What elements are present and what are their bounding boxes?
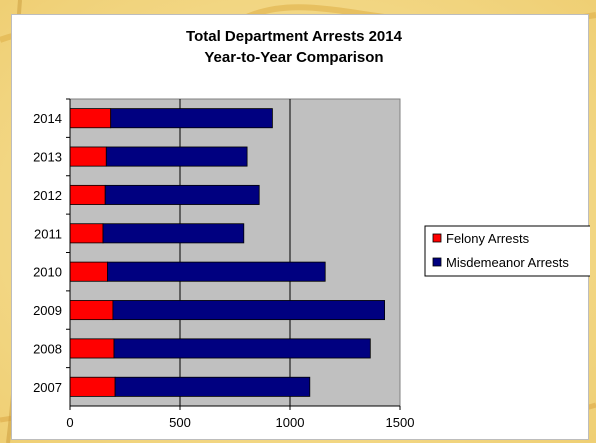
plot-area: [69, 98, 401, 407]
bar-misdemeanor-2009: [112, 300, 386, 321]
y-tick-label-2012: 2012: [33, 188, 62, 203]
bar-misdemeanor-2010: [107, 261, 326, 282]
bar-felony-2009: [69, 300, 114, 321]
bar-misdemeanor-2007: [114, 376, 311, 397]
legend: Felony Arrests Misdemeanor Arrests: [424, 225, 590, 277]
y-tick-label-2010: 2010: [33, 265, 62, 280]
bar-felony-2008: [69, 338, 115, 359]
y-tick-label-2013: 2013: [33, 150, 62, 165]
axes: 0 500 1000 1500 2014 2013 2012 2011 2010 2009 2008…: [33, 98, 415, 430]
y-tick-label-2008: 2008: [33, 341, 62, 356]
x-tick-label: 500: [169, 415, 191, 430]
bars: [69, 108, 386, 397]
bar-felony-2014: [69, 108, 112, 129]
x-tick-label: 0: [66, 415, 73, 430]
chart-frame: Total Department Arrests 2014 Year-to-Ye…: [11, 14, 590, 440]
legend-label-misdemeanor: Misdemeanor Arrests: [446, 255, 569, 270]
bar-misdemeanor-2013: [105, 146, 248, 167]
bar-felony-2010: [69, 261, 108, 282]
y-tick-label-2014: 2014: [33, 111, 62, 126]
bar-felony-2011: [69, 223, 104, 244]
y-tick-label-2011: 2011: [34, 226, 62, 241]
legend-box: [424, 225, 590, 277]
arrests-bar-chart: Total Department Arrests 2014 Year-to-Ye…: [33, 28, 590, 430]
legend-label-felony: Felony Arrests: [446, 231, 530, 246]
y-tick-label-2009: 2009: [33, 303, 62, 318]
legend-swatch-felony: [432, 233, 442, 243]
bar-misdemeanor-2012: [104, 184, 260, 205]
bar-misdemeanor-2011: [102, 223, 245, 244]
x-tick-label: 1500: [386, 415, 415, 430]
bar-felony-2012: [69, 184, 106, 205]
y-tick-label-2007: 2007: [33, 380, 62, 395]
chart-subtitle: Year-to-Year Comparison: [204, 49, 383, 66]
chart-title: Total Department Arrests 2014: [186, 28, 403, 45]
x-tick-label: 1000: [276, 415, 305, 430]
bar-misdemeanor-2014: [110, 108, 273, 129]
bar-felony-2007: [69, 376, 116, 397]
bar-misdemeanor-2008: [113, 338, 371, 359]
bar-felony-2013: [69, 146, 107, 167]
legend-swatch-misdemeanor: [432, 257, 442, 267]
